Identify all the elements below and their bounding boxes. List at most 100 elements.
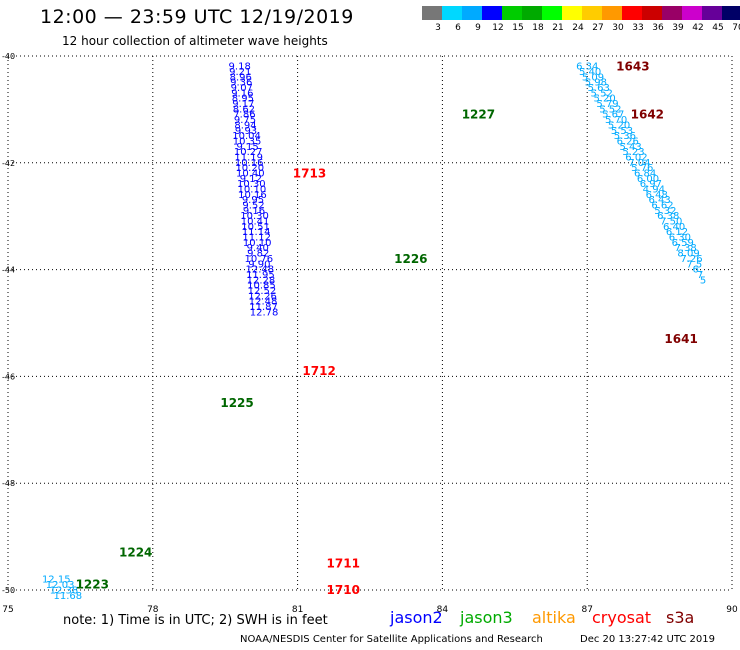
wave-height-value: 7.50 — [660, 217, 682, 228]
wave-height-value: 12.28 — [247, 275, 276, 286]
pass-time-label: 1642 — [631, 108, 664, 122]
wave-height-value: 5.09 — [582, 72, 604, 83]
x-tick-label: 75 — [2, 605, 13, 615]
wave-height-value: 6.62 — [651, 201, 673, 212]
y-tick-label: -48 — [2, 479, 15, 488]
y-tick-label: -46 — [2, 372, 15, 381]
wave-height-value: 8.95 — [232, 94, 254, 105]
scale-swatch — [542, 6, 562, 20]
wave-height-value: 9.18 — [229, 62, 251, 73]
wave-height-value: 6.00 — [637, 174, 659, 185]
wave-height-value: 10.20 — [235, 163, 264, 174]
wave-height-value: 8.94 — [234, 120, 256, 131]
credit-line: NOAA/NESDIS Center for Satellite Applica… — [240, 634, 543, 645]
wave-height-value: 9.52 — [242, 201, 264, 212]
wave-height-value: 9.40 — [247, 243, 269, 254]
wave-height-value: 9.36 — [230, 78, 252, 89]
wave-height-value: 11.87 — [249, 302, 278, 313]
scale-swatch — [662, 6, 682, 20]
wave-height-value: 7 — [697, 270, 703, 281]
wave-height-value: 11.68 — [54, 591, 83, 602]
scale-label: 6 — [455, 23, 461, 33]
wave-height-value: 6.38 — [657, 211, 679, 222]
wave-height-value: 6.97 — [640, 179, 662, 190]
scale-label: 45 — [712, 23, 724, 33]
wave-height-value: 11.14 — [242, 227, 271, 238]
scale-swatch — [602, 6, 622, 20]
wave-height-value: 7.04 — [628, 158, 650, 169]
wave-height-value: 6.48 — [646, 190, 668, 201]
scale-label: 18 — [532, 23, 544, 33]
wave-height-value: 5.98 — [585, 78, 607, 89]
wave-height-value: 5.52 — [591, 88, 613, 99]
wave-height-value: 6.34 — [576, 62, 598, 73]
x-tick-label: 84 — [437, 605, 449, 615]
wave-height-value: 10.30 — [237, 179, 266, 190]
scale-label: 9 — [475, 23, 481, 33]
scale-swatch — [442, 6, 462, 20]
wave-height-value: 10.30 — [240, 211, 269, 222]
wave-height-value: 5.52 — [599, 104, 621, 115]
wave-height-value: 9.16 — [243, 206, 265, 217]
scale-label: 33 — [632, 23, 644, 33]
footnote: note: 1) Time is in UTC; 2) SWH is in fe… — [63, 613, 328, 628]
wave-height-value: 7.5 — [686, 259, 702, 270]
scale-swatch — [562, 6, 582, 20]
wave-height-value: 6. — [692, 265, 702, 276]
wave-height-value: 9.93 — [235, 126, 257, 137]
pass-time-label: 1225 — [220, 396, 253, 410]
scale-swatch — [722, 6, 740, 20]
wave-height-value: 10.41 — [241, 217, 270, 228]
y-tick-label: -40 — [2, 52, 15, 61]
scale-swatch — [702, 6, 722, 20]
scale-label: 36 — [652, 23, 664, 33]
wave-height-value: 9.12 — [240, 174, 262, 185]
satellite-legend-jason2: jason2 — [390, 608, 443, 627]
x-tick-label: 78 — [147, 605, 159, 615]
scale-swatch — [482, 6, 502, 20]
scale-label: 3 — [435, 23, 441, 33]
wave-height-value: 12.52 — [248, 286, 277, 297]
wave-height-value: 4.94 — [643, 185, 665, 196]
wave-height-value: 9.07 — [231, 83, 253, 94]
satellite-legend-cryosat: cryosat — [592, 608, 652, 627]
wave-height-value: 11.95 — [246, 270, 275, 281]
wave-height-value: 5.20 — [608, 120, 630, 131]
wave-height-value: 6.84 — [634, 168, 656, 179]
wave-height-value: 9.82 — [247, 249, 269, 260]
wave-height-value: 12.48 — [246, 265, 275, 276]
wave-height-value: 5.53 — [611, 126, 633, 137]
wave-height-value: 9.15 — [237, 142, 259, 153]
wave-height-value: 5 — [700, 275, 706, 286]
wave-height-value: 10.76 — [244, 254, 273, 265]
scale-swatch — [642, 6, 662, 20]
page-title: 12:00 — 23:59 UTC 12/19/2019 — [40, 6, 354, 28]
scale-label: 42 — [692, 23, 704, 33]
pass-time-label: 1711 — [327, 556, 360, 570]
wave-height-value: 10.85 — [247, 281, 276, 292]
wave-height-value: 12.26 — [248, 291, 277, 302]
scale-label: 12 — [492, 23, 504, 33]
wave-height-value: 6.59 — [672, 238, 694, 249]
pass-time-label: 1643 — [616, 60, 649, 74]
pass-time-label: 1710 — [327, 583, 360, 597]
pass-time-label: 1223 — [76, 578, 109, 592]
pass-time-label: 1641 — [664, 332, 697, 346]
scale-label: 21 — [552, 23, 564, 33]
pass-time-label: 1227 — [462, 108, 495, 122]
satellite-legend-jason3: jason3 — [460, 608, 513, 627]
wave-height-value: 5.23 — [622, 147, 644, 158]
scale-swatch — [462, 6, 482, 20]
wave-height-value: 6.43 — [648, 195, 670, 206]
scale-swatch — [582, 6, 602, 20]
wave-height-value: 10.10 — [243, 238, 272, 249]
scale-label: 24 — [572, 23, 584, 33]
scale-swatch — [622, 6, 642, 20]
y-tick-label: -44 — [2, 266, 15, 275]
wave-height-value: 10.40 — [236, 168, 265, 179]
scale-label: 15 — [512, 23, 524, 33]
wave-height-value: 9.21 — [229, 67, 251, 78]
wave-height-value: 6.30 — [669, 233, 691, 244]
wave-height-value: 10.10 — [238, 185, 267, 196]
pass-time-label: 1226 — [394, 252, 427, 266]
